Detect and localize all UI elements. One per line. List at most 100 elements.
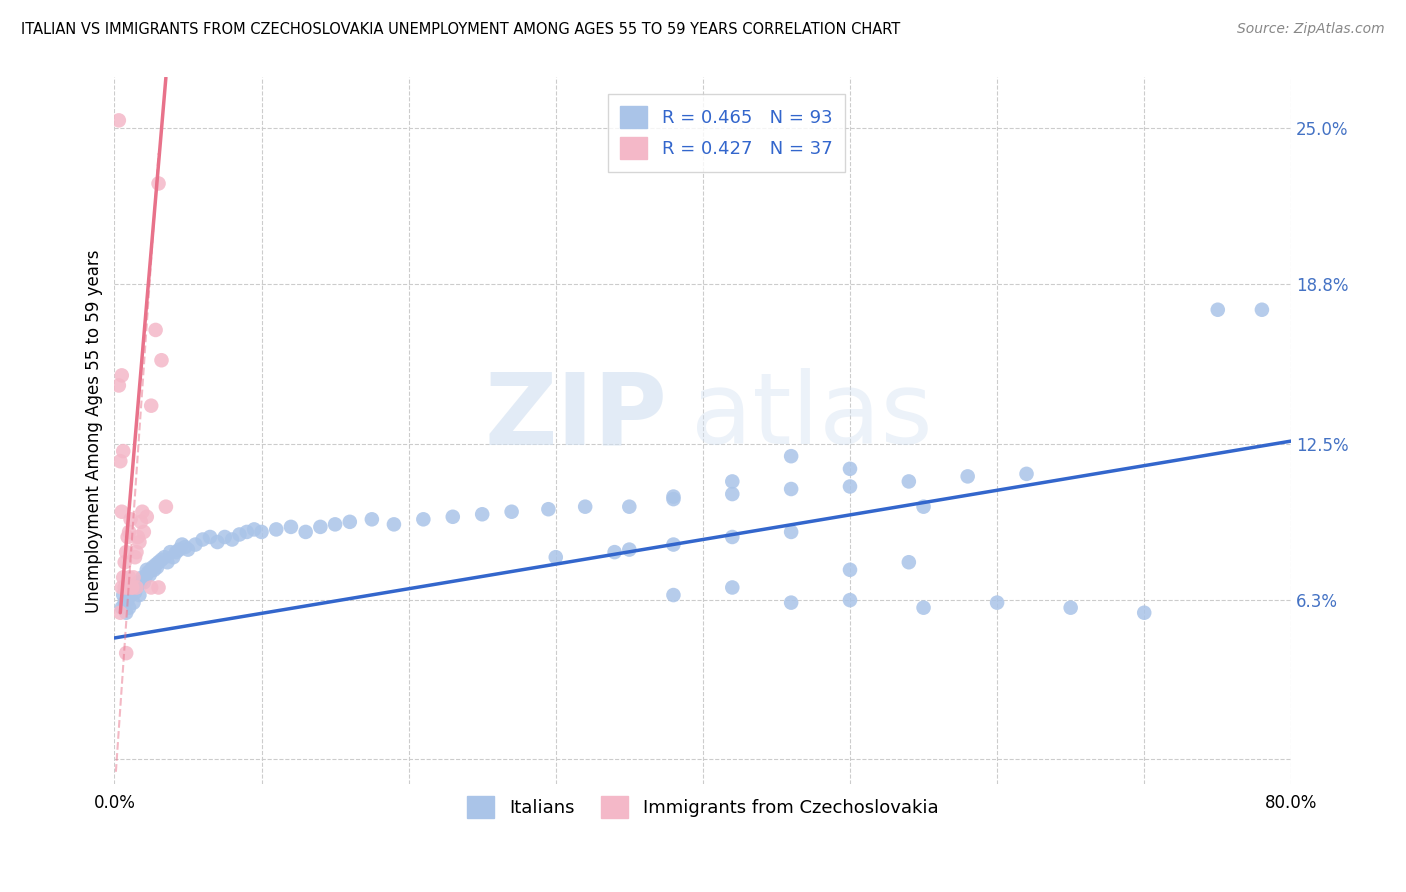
Point xyxy=(136,566,159,580)
Point xyxy=(159,545,181,559)
Legend: Italians, Immigrants from Czechoslovakia: Italians, Immigrants from Czechoslovakia xyxy=(460,789,946,825)
Point xyxy=(207,535,229,549)
Point xyxy=(544,550,567,565)
Point xyxy=(191,533,214,547)
Point xyxy=(125,581,148,595)
Point xyxy=(198,530,221,544)
Point xyxy=(912,600,935,615)
Point xyxy=(114,581,136,595)
Point xyxy=(118,600,141,615)
Point xyxy=(471,508,494,522)
Point xyxy=(115,606,138,620)
Point xyxy=(839,462,862,476)
Point xyxy=(111,600,134,615)
Point xyxy=(1133,606,1156,620)
Point xyxy=(111,581,134,595)
Point xyxy=(574,500,596,514)
Point xyxy=(780,449,803,463)
Point xyxy=(141,581,163,595)
Point xyxy=(112,588,135,602)
Point xyxy=(125,545,148,559)
Point xyxy=(721,530,744,544)
Point xyxy=(501,505,523,519)
Point xyxy=(110,606,132,620)
Point xyxy=(120,512,142,526)
Point xyxy=(309,520,332,534)
Point xyxy=(146,560,169,574)
Point xyxy=(323,517,346,532)
Point xyxy=(148,177,170,191)
Text: atlas: atlas xyxy=(692,368,932,466)
Point xyxy=(412,512,434,526)
Point xyxy=(165,545,187,559)
Point xyxy=(177,542,200,557)
Point xyxy=(153,550,176,565)
Text: ITALIAN VS IMMIGRANTS FROM CZECHOSLOVAKIA UNEMPLOYMENT AMONG AGES 55 TO 59 YEARS: ITALIAN VS IMMIGRANTS FROM CZECHOSLOVAKI… xyxy=(21,22,900,37)
Point xyxy=(117,530,139,544)
Point xyxy=(721,475,744,489)
Point xyxy=(132,524,155,539)
Point xyxy=(120,588,142,602)
Point xyxy=(114,555,136,569)
Point xyxy=(127,530,149,544)
Point xyxy=(141,563,163,577)
Point xyxy=(115,545,138,559)
Point xyxy=(156,555,179,569)
Point xyxy=(360,512,382,526)
Point xyxy=(142,560,165,574)
Point xyxy=(134,570,156,584)
Point xyxy=(839,563,862,577)
Point xyxy=(141,399,163,413)
Point xyxy=(662,588,685,602)
Point xyxy=(150,353,173,368)
Point xyxy=(221,533,243,547)
Point xyxy=(1251,302,1274,317)
Point xyxy=(250,524,273,539)
Point xyxy=(112,444,135,458)
Point xyxy=(112,570,135,584)
Point xyxy=(214,530,236,544)
Point xyxy=(1015,467,1038,481)
Point xyxy=(108,378,131,392)
Point xyxy=(897,475,920,489)
Point xyxy=(122,570,145,584)
Point xyxy=(619,500,641,514)
Point xyxy=(138,567,160,582)
Point xyxy=(956,469,979,483)
Point xyxy=(839,593,862,607)
Point xyxy=(294,524,316,539)
Point xyxy=(122,596,145,610)
Point xyxy=(382,517,405,532)
Point xyxy=(150,552,173,566)
Point xyxy=(125,581,148,595)
Point xyxy=(280,520,302,534)
Point xyxy=(129,575,152,590)
Point xyxy=(1206,302,1229,317)
Point xyxy=(115,646,138,660)
Point xyxy=(127,575,149,590)
Point xyxy=(780,596,803,610)
Point xyxy=(118,524,141,539)
Point xyxy=(114,596,136,610)
Point xyxy=(1059,600,1081,615)
Point xyxy=(135,563,157,577)
Point xyxy=(128,588,150,602)
Point xyxy=(172,537,194,551)
Point xyxy=(897,555,920,569)
Text: Source: ZipAtlas.com: Source: ZipAtlas.com xyxy=(1237,22,1385,37)
Point xyxy=(121,581,143,595)
Point xyxy=(721,581,744,595)
Point xyxy=(619,542,641,557)
Point xyxy=(162,550,184,565)
Point xyxy=(121,581,143,595)
Point xyxy=(339,515,361,529)
Point xyxy=(124,550,146,565)
Point xyxy=(128,535,150,549)
Point xyxy=(131,570,153,584)
Point xyxy=(236,524,259,539)
Point xyxy=(148,555,170,569)
Point xyxy=(145,558,167,572)
Point xyxy=(839,479,862,493)
Point xyxy=(912,500,935,514)
Point xyxy=(167,542,190,557)
